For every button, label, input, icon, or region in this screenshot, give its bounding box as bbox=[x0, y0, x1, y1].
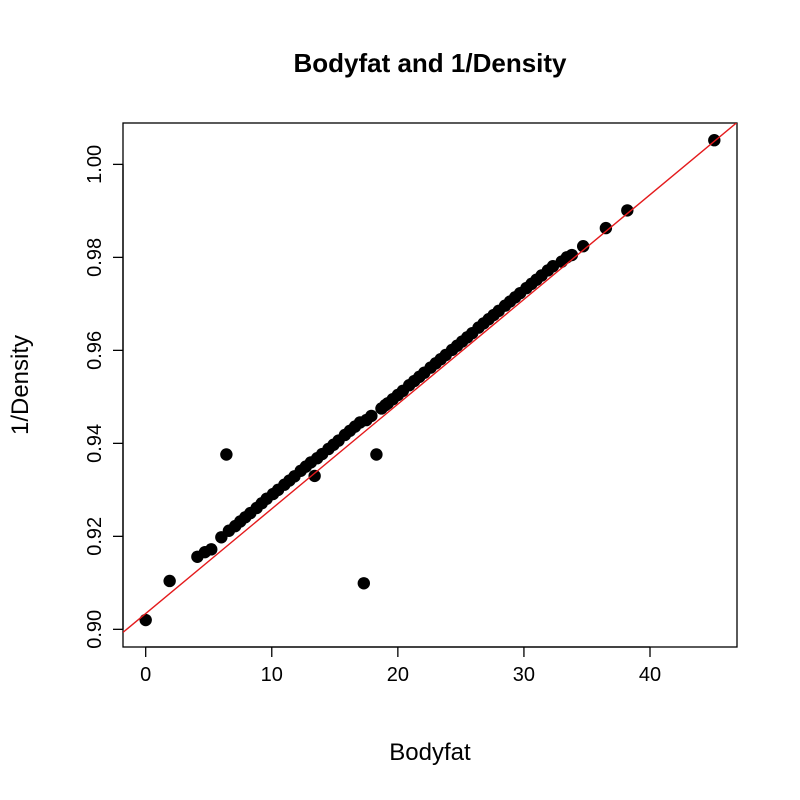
y-tick-label: 0.98 bbox=[84, 238, 106, 277]
chart-title: Bodyfat and 1/Density bbox=[293, 48, 567, 78]
data-points bbox=[139, 134, 721, 627]
data-point bbox=[621, 204, 634, 217]
data-point bbox=[139, 613, 152, 627]
plot-frame bbox=[122, 122, 738, 648]
y-tick-label: 1.00 bbox=[84, 145, 106, 184]
x-axis-label: Bodyfat bbox=[389, 739, 471, 766]
x-tick-label: 20 bbox=[387, 664, 409, 686]
y-axis: 0.90 0.92 0.94 0.96 0.98 1.00 bbox=[84, 145, 124, 649]
data-point bbox=[163, 574, 176, 588]
data-point bbox=[308, 469, 321, 483]
data-point bbox=[357, 577, 371, 590]
y-tick-label: 0.94 bbox=[84, 424, 106, 463]
data-point bbox=[576, 240, 590, 253]
data-point bbox=[205, 543, 218, 556]
x-tick-label: 10 bbox=[261, 664, 283, 686]
x-axis: 0 10 20 30 40 bbox=[140, 646, 661, 686]
fit-line-group bbox=[123, 123, 737, 633]
y-axis-label: 1/Density bbox=[7, 335, 34, 435]
data-point bbox=[599, 221, 613, 235]
data-point bbox=[365, 409, 378, 423]
y-tick-label: 0.96 bbox=[84, 331, 106, 370]
x-tick-label: 0 bbox=[140, 664, 151, 686]
y-tick-label: 0.92 bbox=[84, 517, 106, 556]
x-tick-label: 40 bbox=[639, 664, 661, 686]
data-point bbox=[220, 448, 233, 461]
x-tick-label: 30 bbox=[513, 664, 535, 686]
fit-line bbox=[123, 123, 737, 633]
y-tick-label: 0.90 bbox=[84, 610, 106, 649]
data-point bbox=[370, 448, 383, 461]
data-point bbox=[565, 248, 579, 262]
